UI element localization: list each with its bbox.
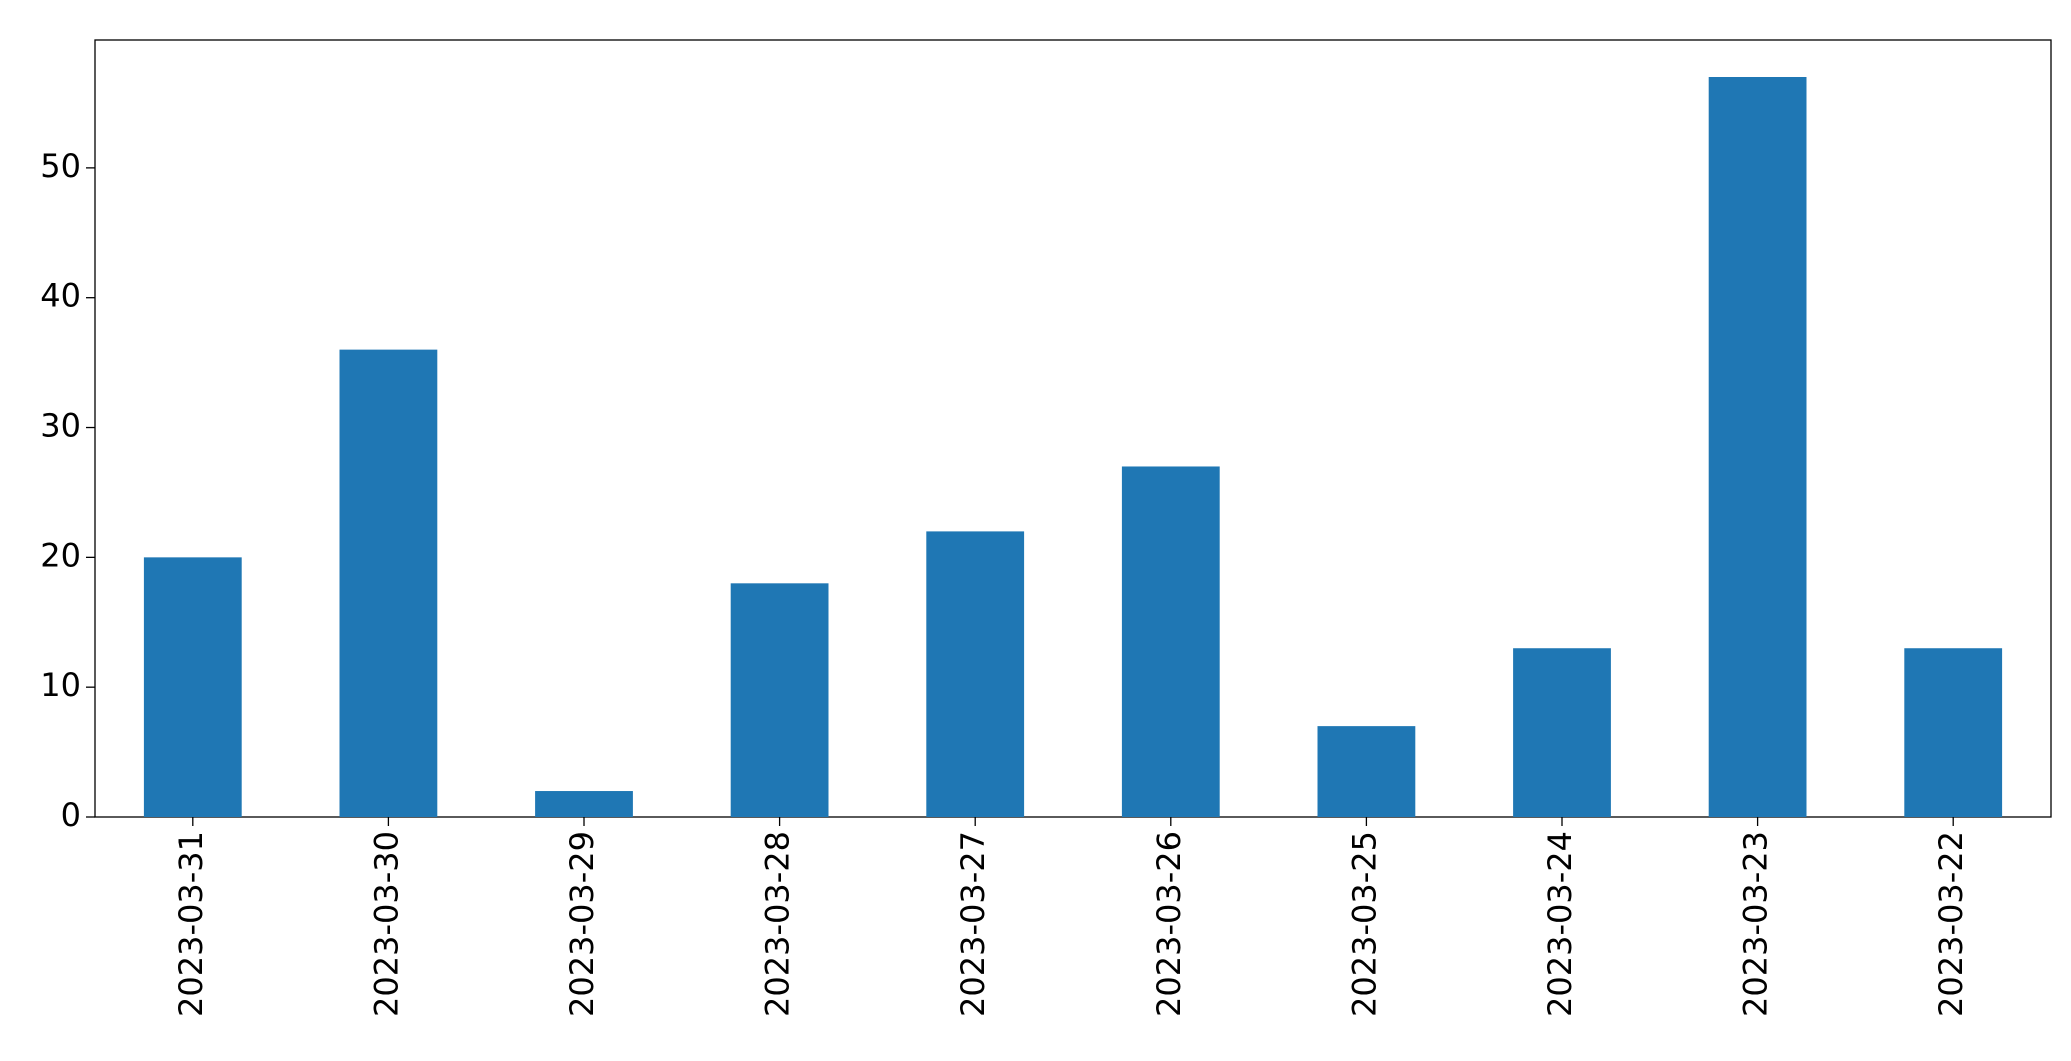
bar [730, 583, 829, 817]
x-tick-label: 2023-03-30 [367, 831, 405, 1017]
x-tick-label: 2023-03-26 [1150, 831, 1188, 1017]
x-tick-label: 2023-03-28 [759, 831, 797, 1017]
bar [926, 531, 1025, 817]
x-tick-label: 2023-03-27 [954, 831, 992, 1017]
bar [1708, 77, 1807, 817]
x-tick-label: 2023-03-29 [563, 831, 601, 1017]
x-tick-label: 2023-03-25 [1345, 831, 1383, 1017]
x-tick-label: 2023-03-24 [1541, 831, 1579, 1017]
x-tick-label: 2023-03-22 [1932, 831, 1970, 1017]
x-tick-label: 2023-03-23 [1737, 831, 1775, 1017]
y-tick-label: 10 [40, 666, 81, 704]
bar [535, 791, 633, 817]
y-tick-label: 0 [61, 796, 81, 834]
y-tick-label: 50 [40, 147, 81, 185]
y-tick-label: 40 [40, 277, 81, 315]
bar [1121, 466, 1220, 817]
bar [1904, 648, 2003, 817]
bar [1513, 648, 1611, 817]
x-tick-label: 2023-03-31 [172, 831, 210, 1017]
y-tick-label: 30 [40, 407, 81, 445]
y-tick-label: 20 [40, 536, 81, 574]
plot-frame [94, 39, 2052, 818]
bar [143, 557, 242, 817]
bar [1317, 726, 1416, 817]
bar [339, 349, 438, 817]
